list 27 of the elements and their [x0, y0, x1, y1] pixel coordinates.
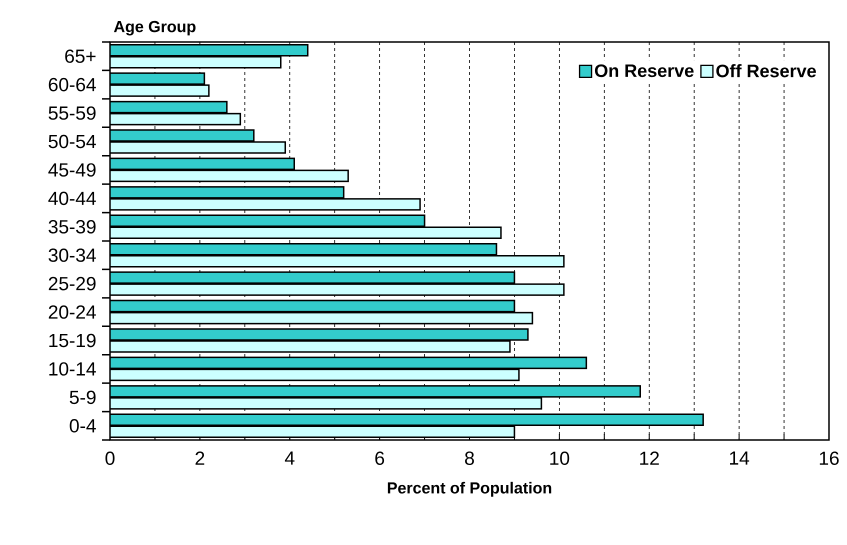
x-tick-label: 16 [820, 452, 839, 465]
legend-label: On Reserve [594, 64, 694, 78]
y-tick-label: 60-64 [48, 78, 96, 92]
y-tick-label: 40-44 [48, 192, 96, 206]
y-tick-label: 65+ [65, 49, 96, 63]
y-tick-label: 15-19 [49, 334, 96, 348]
y-tick-label: 50-54 [48, 134, 96, 148]
y-axis-title: Age Group [114, 20, 196, 36]
y-tick-label: 30-34 [48, 248, 96, 262]
x-axis-title: Percent of Population [388, 482, 552, 497]
y-tick-label: 10-14 [49, 362, 96, 376]
x-tick-label: 0 [105, 452, 115, 465]
y-tick-label: 35-39 [48, 220, 96, 234]
y-tick-label: 20-24 [48, 305, 96, 319]
y-tick-label: 25-29 [48, 276, 96, 290]
x-tick-label: 12 [640, 452, 659, 465]
y-tick-label: 45-49 [48, 163, 96, 177]
x-tick-label: 6 [375, 452, 384, 465]
x-tick-label: 14 [730, 452, 750, 465]
x-tick-label: 10 [550, 452, 570, 465]
y-tick-label: 55-59 [48, 106, 96, 120]
x-tick-label: 2 [196, 452, 204, 465]
x-tick-label: 4 [284, 452, 294, 465]
y-tick-label: 5-9 [70, 390, 96, 404]
legend-label: Off Reserve [716, 64, 816, 78]
y-tick-label: 0-4 [70, 419, 96, 433]
x-tick-label: 8 [465, 452, 474, 465]
